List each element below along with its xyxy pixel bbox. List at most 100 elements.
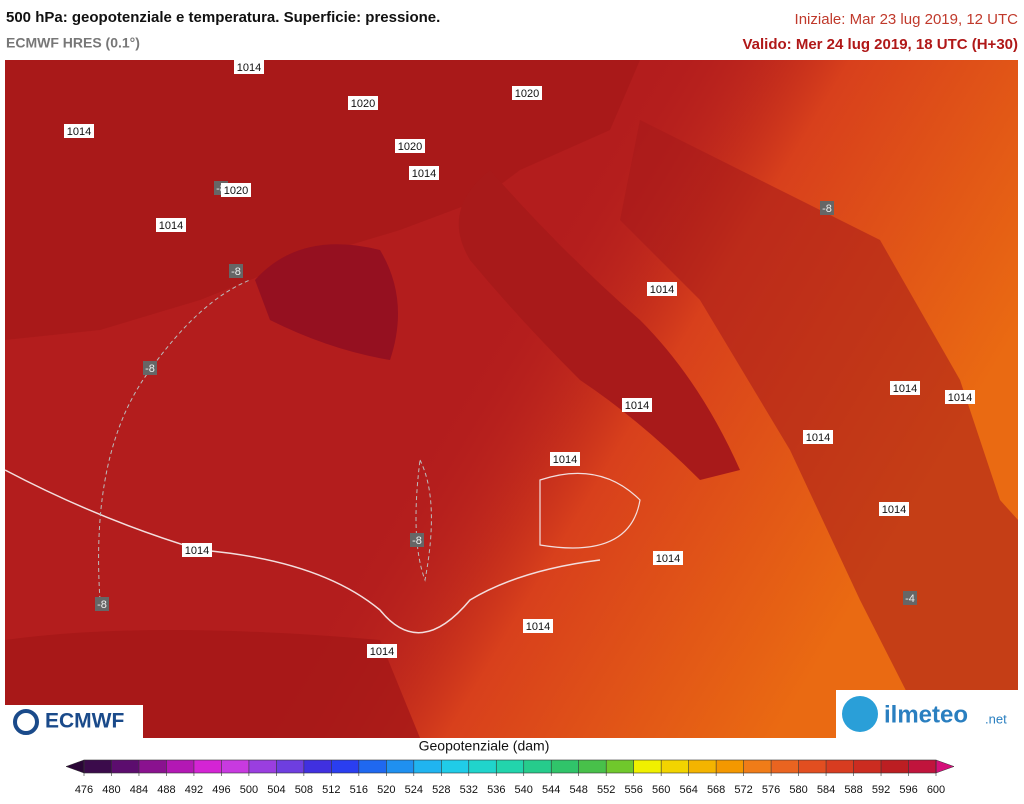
contour-label: 1020 [398,141,422,153]
colorbar-bin [881,760,909,773]
isobar [4,469,601,634]
colorbar-tick-label: 528 [432,784,450,796]
contour-label-box [512,86,542,100]
colorbar-bin [413,760,442,773]
contour-label: -8 [231,266,241,278]
contour-label-box [367,644,397,658]
colorbar-bin [358,760,387,773]
contour-label-box [647,282,677,296]
contour-label: 1014 [948,392,972,404]
contour-label: 1014 [526,621,550,633]
contour-label-box [95,597,109,611]
contour-label: 1014 [893,383,917,395]
colorbar-under [65,759,85,774]
contour-label-box [945,390,975,404]
contour-label: 1014 [656,553,680,565]
contour-label-box [143,361,157,375]
contour-label-box [409,166,439,180]
colorbar-tick-label: 500 [240,784,258,796]
colorbar-tick-label: 504 [267,784,285,796]
land-east [620,120,1018,738]
colorbar-tick-label: 512 [322,784,340,796]
colorbar-tick-label: 476 [75,784,93,796]
colorbar-tick-label: 508 [295,784,313,796]
colorbar-tick-label: 560 [652,784,670,796]
valid-time: Valido: Mer 24 lug 2019, 18 UTC (H+30) [742,36,1018,53]
contour-label-box [410,533,424,547]
land-north [5,60,640,340]
cold-core [255,244,398,360]
contour-label-box [523,619,553,633]
contour-label-box [234,60,264,74]
contour-label-box [64,124,94,138]
colorbar-bin [303,760,332,773]
colorbar-tick-label: 580 [789,784,807,796]
colorbar-bin [166,760,194,773]
colorbar-bin [138,760,167,773]
colorbar-bin [551,760,579,773]
colorbar-tick-label: 600 [927,784,945,796]
colorbar-tick-label: 548 [570,784,588,796]
colorbar-bin [84,760,112,773]
contour-label-box [890,381,920,395]
colorbar-tick-label: 584 [817,784,835,796]
colorbar-bin [771,760,799,773]
ilmeteo-logo: ilmeteo [884,701,968,728]
contour-label: 1014 [67,126,91,138]
colorbar-tick-label: 536 [487,784,505,796]
colorbar-over [935,759,955,774]
colorbar-bin [248,760,277,773]
title: 500 hPa: geopotenziale e temperatura. Su… [6,9,440,26]
colorbar-bin [111,760,139,773]
colorbar-bin [523,760,552,773]
colorbar-tick-label: 496 [212,784,230,796]
contour-labels: 1014 1020 1020 1014 1020 1014 -8 1020 1014 -8 -8 10… [64,60,975,658]
colorbar-tick-label: 592 [872,784,890,796]
contour-label-box [803,430,833,444]
colorbar-bin [331,760,359,773]
colorbar-bin [633,760,662,773]
contour-label-box [550,452,580,466]
contour-label-box [653,551,683,565]
contour-label: 1014 [159,220,183,232]
colorbar-bin [193,760,222,773]
colorbar-bin [496,760,524,773]
colorbar-tick-label: 576 [762,784,780,796]
colorbar-tick-label: 532 [460,784,478,796]
ilmeteo-icon [842,696,878,732]
colorbar-tick-label: 488 [157,784,175,796]
isotherm [98,279,251,601]
contour-label: 1020 [224,185,248,197]
contour-label: -8 [97,599,107,611]
colorbar-bin [441,760,469,773]
contour-label-box [820,201,834,215]
contour-label: -4 [905,593,915,605]
colorbar-bin [386,760,414,773]
contour-label-box [622,398,652,412]
initial-time: Iniziale: Mar 23 lug 2019, 12 UTC [795,11,1019,28]
colorbar-tick-label: 492 [185,784,203,796]
ilmeteo-suffix: .net [985,711,1007,726]
colorbar-tick-label: 552 [597,784,615,796]
colorbar-bin [688,760,717,773]
contour-label: 1014 [806,432,830,444]
colorbar-tick-label: 588 [844,784,862,796]
map: 1014 1020 1020 1014 1020 1014 -8 1020 1014 -8 -8 10… [4,60,1018,738]
contour-label: -8 [145,363,155,375]
colorbar-tick-label: 556 [624,784,642,796]
colorbar-bin [716,760,744,773]
colorbar-tick-label: 596 [899,784,917,796]
isobar [539,472,641,549]
colorbar-title: Geopotenziale (dam) [419,738,550,754]
colorbar-tick-label: 572 [734,784,752,796]
contour-label: 1014 [625,400,649,412]
colorbar-bin [743,760,772,773]
colorbar-bin [853,760,882,773]
colorbar-bin [578,760,607,773]
ecmwf-logo: ECMWF [45,710,124,733]
contour-label-box [395,139,425,153]
contour-label-box [221,183,251,197]
colorbar-bin [606,760,634,773]
contour-label-box [903,591,917,605]
